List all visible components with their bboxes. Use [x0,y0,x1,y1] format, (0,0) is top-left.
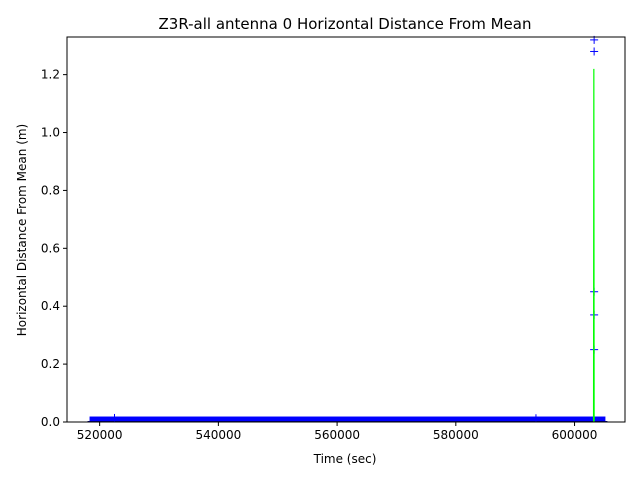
y-tick-label: 1.0 [41,126,60,140]
chart-title: Z3R-all antenna 0 Horizontal Distance Fr… [159,15,532,33]
data-point [590,47,599,56]
x-tick-label: 540000 [195,428,241,442]
y-tick-label: 0.2 [41,357,60,371]
x-tick-label: 560000 [314,428,360,442]
y-tick-label: 0.8 [41,183,60,197]
x-tick-label: 600000 [552,428,598,442]
y-tick-label: 0.6 [41,241,60,255]
y-axis: 0.0 0.2 0.4 0.6 0.8 1.0 1.2 [41,68,67,429]
plot-frame [66,36,626,423]
x-tick-label: 580000 [433,428,479,442]
data-point [531,414,540,423]
x-tick-label: 520000 [77,428,123,442]
data-point [110,413,119,422]
plot-area [87,35,608,423]
series-line [592,68,595,423]
x-axis: 520000 540000 560000 580000 600000 [77,422,598,442]
y-tick-label: 1.2 [41,68,60,82]
y-axis-label: Horizontal Distance From Mean (m) [15,124,29,336]
y-tick-label: 0.4 [41,299,60,313]
x-axis-label: Time (sec) [313,452,377,466]
marker-band [89,416,606,422]
y-tick-label: 0.0 [41,415,60,429]
